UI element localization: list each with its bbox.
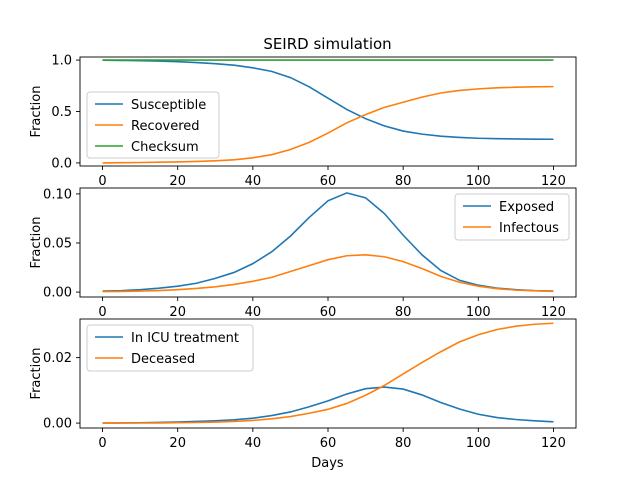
x-tick-label: 120 xyxy=(541,436,566,451)
legend: In ICU treatment Deceased xyxy=(86,324,254,372)
x-tick-label: 60 xyxy=(320,174,337,189)
x-tick-label: 40 xyxy=(245,436,262,451)
x-tick-label: 60 xyxy=(320,436,337,451)
panel-1: 0 20 40 60 80 100 120 0.0 0.5 1.0 Fraction Suscepti… xyxy=(29,54,577,189)
y-axis-label: Fraction xyxy=(29,348,44,400)
x-tick-label: 100 xyxy=(466,305,491,320)
series-line-recovered xyxy=(102,85,554,164)
legend: Exposed Infectous xyxy=(454,193,570,241)
y-tick-label: 0.00 xyxy=(43,417,72,432)
series-line-exposed xyxy=(102,192,554,292)
x-tick-label: 100 xyxy=(466,174,491,189)
x-tick-label: 20 xyxy=(169,174,186,189)
x-tick-label: 0 xyxy=(98,305,106,320)
legend-entry: Exposed xyxy=(499,200,554,215)
x-tick-label: 0 xyxy=(98,174,106,189)
y-tick-label: 0.02 xyxy=(43,351,72,366)
series-line-in-icu-treatment xyxy=(102,386,554,424)
y-tick-label: 0.5 xyxy=(51,105,72,120)
y-tick-label: 0.00 xyxy=(43,286,72,301)
x-axis-label: Days xyxy=(311,456,344,471)
chart-title: SEIRD simulation xyxy=(263,35,391,53)
legend: Susceptible Recovered Checksum xyxy=(86,91,220,159)
legend-entry: Checksum xyxy=(131,140,199,155)
x-tick-label: 120 xyxy=(541,174,566,189)
y-axis-label: Fraction xyxy=(29,217,44,269)
legend-entry: Recovered xyxy=(131,119,200,134)
series-line-infectous xyxy=(102,253,554,293)
x-tick-label: 60 xyxy=(320,305,337,320)
legend-entry: In ICU treatment xyxy=(131,331,239,346)
y-tick-label: 0.05 xyxy=(43,236,72,251)
x-tick-label: 20 xyxy=(169,305,186,320)
y-tick-label: 0.10 xyxy=(43,187,72,202)
x-tick-label: 40 xyxy=(245,174,262,189)
series-line-deceased xyxy=(102,322,554,424)
x-tick-label: 20 xyxy=(169,436,186,451)
y-tick-label: 1.0 xyxy=(51,54,72,69)
x-tick-label: 100 xyxy=(466,436,491,451)
series-line-susceptible xyxy=(102,59,554,141)
legend-entry: Deceased xyxy=(131,352,195,367)
chart-panels: 0 20 40 60 80 100 120 0.0 0.5 1.0 Fraction Suscepti… xyxy=(29,54,577,451)
x-tick-label: 0 xyxy=(98,436,106,451)
legend-entry: Infectous xyxy=(499,221,559,236)
legend-box xyxy=(86,91,220,159)
legend-entry: Susceptible xyxy=(131,98,206,113)
y-tick-label: 0.0 xyxy=(51,156,72,171)
x-tick-label: 40 xyxy=(245,305,262,320)
panel-2: 0 20 40 60 80 100 120 0.00 0.05 0.10 Fraction Expos… xyxy=(29,187,577,320)
x-tick-label: 120 xyxy=(541,305,566,320)
x-tick-label: 80 xyxy=(395,174,412,189)
x-tick-label: 80 xyxy=(395,305,412,320)
x-tick-label: 80 xyxy=(395,436,412,451)
y-axis-label: Fraction xyxy=(29,86,44,138)
legend-box xyxy=(86,324,254,372)
